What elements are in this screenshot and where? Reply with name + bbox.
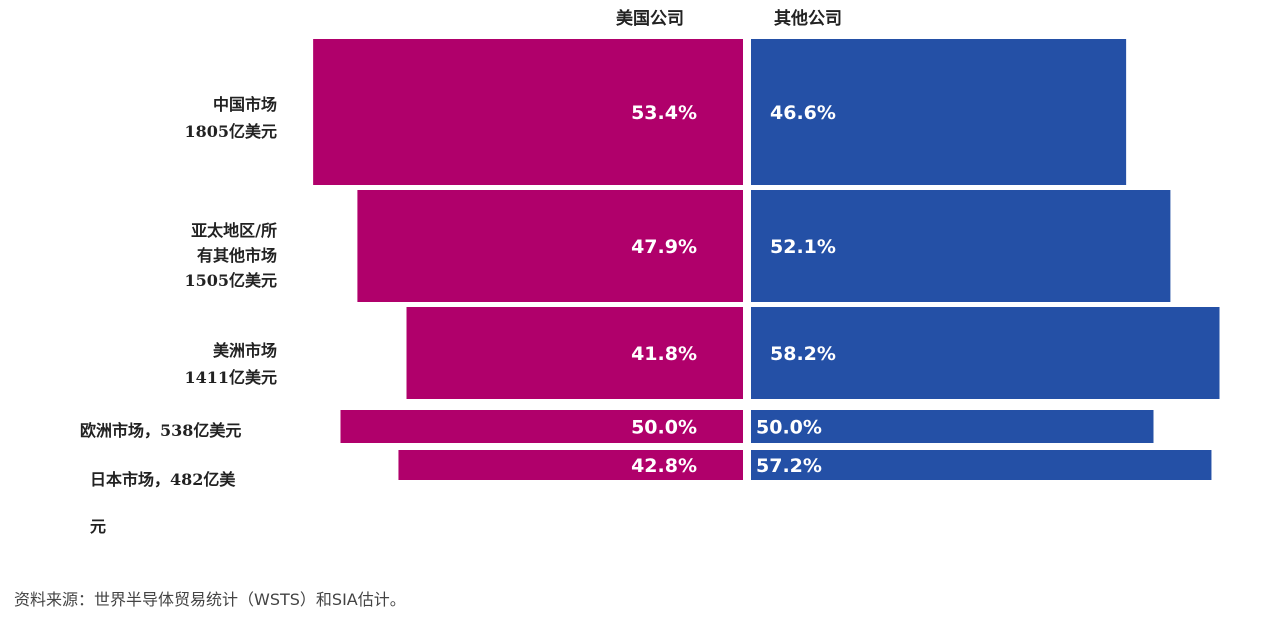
- bar-us: [313, 39, 743, 185]
- category-label: 有其他市场: [197, 246, 277, 265]
- bar-other: [751, 410, 1154, 443]
- value-label-other: 58.2%: [770, 343, 836, 365]
- value-label-us: 41.8%: [631, 343, 697, 365]
- bar-us: [406, 307, 743, 399]
- category-label: 美洲市场: [213, 341, 277, 360]
- source-note: 资料来源：世界半导体贸易统计（WSTS）和SIA估计。: [14, 590, 406, 609]
- category-label: 元: [90, 517, 106, 536]
- value-label-other: 46.6%: [770, 102, 836, 124]
- category-label: 1505亿美元: [184, 271, 277, 290]
- legend-us: 美国公司: [616, 8, 684, 29]
- category-label: 日本市场，482亿美: [90, 470, 236, 489]
- category-label: 1411亿美元: [184, 368, 277, 387]
- bar-other: [751, 190, 1171, 302]
- value-label-us: 42.8%: [631, 455, 697, 477]
- value-label-other: 50.0%: [756, 417, 822, 439]
- legend-other: 其他公司: [774, 8, 842, 29]
- bar-us: [357, 190, 743, 302]
- category-label: 欧洲市场，538亿美元: [80, 421, 241, 440]
- category-label: 1805亿美元: [184, 122, 277, 141]
- category-label: 中国市场: [213, 95, 277, 114]
- bar-us: [340, 410, 743, 443]
- bar-other: [751, 39, 1127, 185]
- bar-other: [751, 450, 1212, 480]
- value-label-us: 53.4%: [631, 102, 697, 124]
- value-label-other: 57.2%: [756, 455, 822, 477]
- value-label-other: 52.1%: [770, 236, 836, 258]
- bar-other: [751, 307, 1220, 399]
- category-label: 亚太地区/所: [191, 221, 277, 240]
- value-label-us: 47.9%: [631, 236, 697, 258]
- bar-us: [398, 450, 743, 480]
- chart: 美国公司 其他公司 53.4% 46.6% 中国市场 1805亿美元 47.9% 52.1% 亚…: [80, 8, 1220, 536]
- value-label-us: 50.0%: [631, 417, 697, 439]
